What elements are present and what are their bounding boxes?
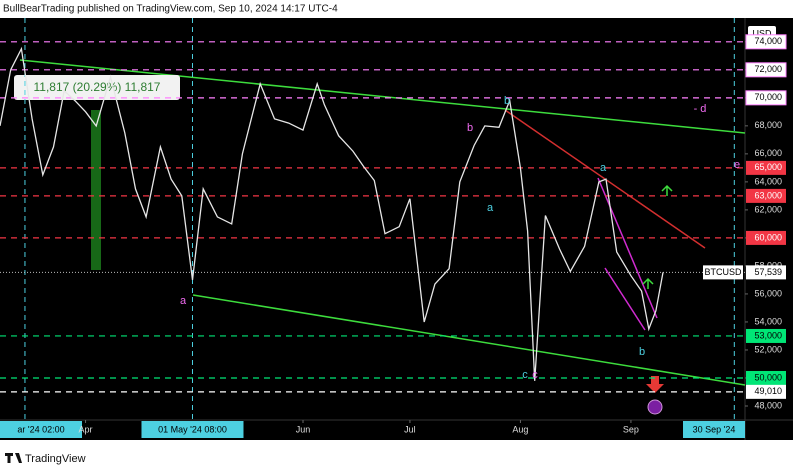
level-box — [745, 62, 787, 78]
arrow-up — [661, 184, 673, 196]
y-tick-label: 48,000 — [754, 400, 782, 410]
wave-label: a — [487, 202, 494, 214]
y-tick-label: 62,000 — [754, 204, 782, 214]
measure-bar — [91, 110, 101, 270]
trendline — [192, 294, 746, 386]
measure-box — [14, 75, 180, 100]
wave-label: a — [180, 295, 187, 307]
wave-label: c — [532, 369, 538, 381]
level-box — [746, 384, 786, 399]
measure-label: 11,817 (20.29%) 11,817 — [34, 80, 161, 94]
price-line — [0, 46, 664, 381]
footer-brand: TradingView — [25, 453, 86, 465]
x-tick-label: Sep — [623, 424, 639, 434]
x-highlight-box — [0, 421, 82, 438]
y-tick-label: 54,000 — [754, 316, 782, 326]
wave-label: b — [467, 122, 473, 134]
footer-bg — [0, 440, 793, 466]
wedge-line — [604, 267, 646, 331]
level-box — [746, 328, 786, 343]
arrow-up — [642, 277, 654, 289]
level-label: 74,000 — [754, 36, 782, 46]
x-tick-label: Aug — [512, 424, 528, 434]
x-tick-label: Jul — [404, 424, 416, 434]
level-box — [746, 160, 786, 175]
event-icon — [647, 399, 663, 415]
wave-label: a — [600, 162, 607, 174]
wave-label: b — [639, 346, 645, 358]
level-label: 63,000 — [754, 190, 782, 200]
x-tick-label: 01 May '24 08:00 — [158, 424, 227, 434]
level-label: 53,000 — [754, 330, 782, 340]
y-tick-label: 58,000 — [754, 260, 782, 270]
level-label: 72,000 — [754, 64, 782, 74]
currency-label: USD — [752, 28, 772, 38]
header-bg — [0, 0, 793, 18]
wave-label: b — [504, 95, 510, 107]
level-box — [746, 188, 786, 203]
level-label: 70,000 — [754, 92, 782, 102]
level-label: 49,010 — [754, 386, 782, 396]
y-tick-label: 52,000 — [754, 344, 782, 354]
y-tick-label: 66,000 — [754, 148, 782, 158]
symbol-label: BTCUSD — [704, 267, 742, 277]
arrow-down — [646, 376, 664, 393]
x-tick-label: Jun — [296, 424, 311, 434]
wave-label: c — [522, 369, 528, 381]
x-highlight-box — [141, 421, 244, 438]
level-label: 60,000 — [754, 232, 782, 242]
last-price-label: 57,539 — [754, 267, 782, 277]
logo — [5, 453, 22, 463]
x-tick-label: Apr — [79, 424, 93, 434]
y-tick-label: 64,000 — [754, 176, 782, 186]
wedge-line — [597, 177, 658, 319]
level-label: 50,000 — [754, 372, 782, 382]
wave-label: - d — [694, 103, 707, 115]
y-tick-label: 68,000 — [754, 120, 782, 130]
trendline — [19, 59, 746, 134]
last-price-box — [746, 265, 786, 280]
x-tick-label: ar '24 02:00 — [17, 424, 64, 434]
y-tick-label: 56,000 — [754, 288, 782, 298]
x-highlight-box — [683, 421, 745, 438]
level-box — [746, 230, 786, 245]
level-box — [745, 34, 787, 50]
header-title: BullBearTrading published on TradingView… — [3, 4, 338, 15]
level-box — [745, 90, 787, 106]
x-tick-label: 30 Sep '24 — [693, 424, 736, 434]
wave-label: e — [734, 159, 740, 171]
level-box — [746, 370, 786, 385]
level-label: 65,000 — [754, 162, 782, 172]
symbol-badge — [703, 265, 743, 280]
